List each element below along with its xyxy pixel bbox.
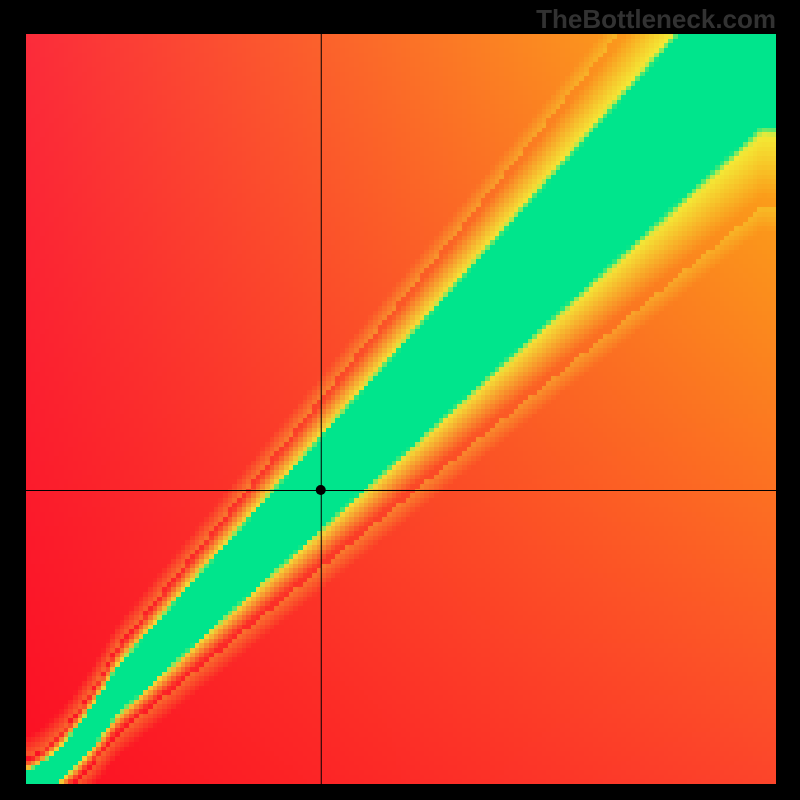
watermark-text: TheBottleneck.com xyxy=(536,4,776,35)
bottleneck-heatmap xyxy=(26,34,776,784)
chart-container: { "canvas": { "width": 800, "height": 80… xyxy=(0,0,800,800)
